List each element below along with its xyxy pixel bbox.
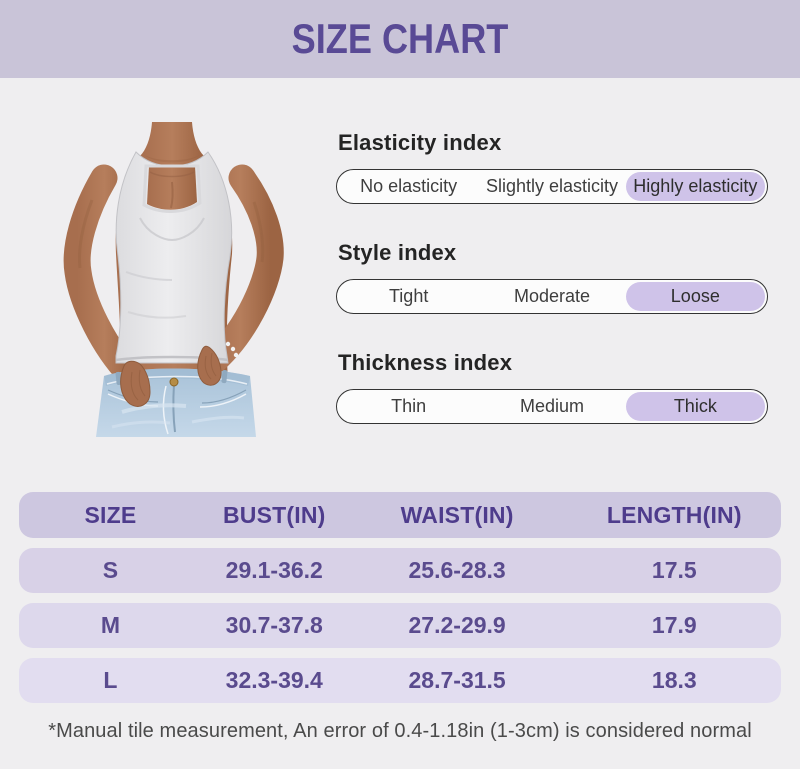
page-title: SIZE CHART <box>274 0 526 78</box>
option-moderate: Moderate <box>513 286 591 306</box>
thickness-index-section: Thickness index Thin Medium Thick <box>336 350 768 424</box>
style-index-section: Style index Tight Moderate Loose <box>336 240 768 314</box>
table-row-m: M 30.7-37.8 27.2-29.9 17.9 <box>19 603 781 648</box>
table-row-l: L 32.3-39.4 28.7-31.5 18.3 <box>19 658 781 703</box>
thickness-scale: Thin Medium Thick <box>336 389 768 424</box>
col-header-bust: BUST(IN) <box>222 501 326 528</box>
size-table: SIZE BUST(IN) WAIST(IN) LENGTH(IN) S 29.… <box>19 492 781 703</box>
jeans-button <box>169 377 179 387</box>
option-thick: Thick <box>625 392 765 421</box>
measurement-footnote: *Manual tile measurement, An error of 0.… <box>48 720 752 742</box>
option-slightly-elasticity: Slightly elasticity <box>485 176 619 196</box>
cell-size: M <box>100 612 121 638</box>
cell-length: 17.9 <box>651 612 697 638</box>
option-medium: Medium <box>519 396 584 416</box>
cell-waist: 25.6-28.3 <box>408 557 506 583</box>
elasticity-scale: No elasticity Slightly elasticity Highly… <box>336 169 768 204</box>
product-photo <box>52 122 292 437</box>
cell-waist: 28.7-31.5 <box>408 667 506 693</box>
bracelet <box>225 341 239 358</box>
cell-bust: 30.7-37.8 <box>225 612 323 638</box>
col-header-waist: WAIST(IN) <box>400 501 514 528</box>
col-header-size: SIZE <box>84 501 137 528</box>
elasticity-index-section: Elasticity index No elasticity Slightly … <box>336 130 768 204</box>
cell-size: S <box>102 557 119 583</box>
cell-bust: 29.1-36.2 <box>225 557 323 583</box>
cell-bust: 32.3-39.4 <box>225 667 323 693</box>
cell-size: L <box>103 667 118 693</box>
table-row-s: S 29.1-36.2 25.6-28.3 17.5 <box>19 548 781 593</box>
cell-waist: 27.2-29.9 <box>408 612 506 638</box>
index-column: Elasticity index No elasticity Slightly … <box>336 78 768 458</box>
table-header-row: SIZE BUST(IN) WAIST(IN) LENGTH(IN) <box>19 492 781 538</box>
option-loose: Loose <box>625 282 765 311</box>
elasticity-index-title: Elasticity index <box>338 130 502 155</box>
cell-length: 17.5 <box>651 557 697 583</box>
style-index-title: Style index <box>338 240 457 265</box>
left-hand <box>120 360 151 407</box>
option-thin: Thin <box>391 396 427 416</box>
cell-length: 18.3 <box>651 667 697 693</box>
right-arm <box>196 164 284 378</box>
thickness-index-title: Thickness index <box>338 350 513 375</box>
neck <box>140 122 204 165</box>
page-title-text: SIZE CHART <box>291 15 509 62</box>
banner: SIZE CHART <box>0 0 800 78</box>
style-scale: Tight Moderate Loose <box>336 279 768 314</box>
option-tight: Tight <box>388 286 429 306</box>
left-arm <box>63 164 146 390</box>
col-header-length: LENGTH(IN) <box>606 501 742 528</box>
option-highly-elasticity: Highly elasticity <box>625 172 765 201</box>
option-no-elasticity: No elasticity <box>360 176 458 196</box>
product-photo-illustration <box>63 122 284 437</box>
